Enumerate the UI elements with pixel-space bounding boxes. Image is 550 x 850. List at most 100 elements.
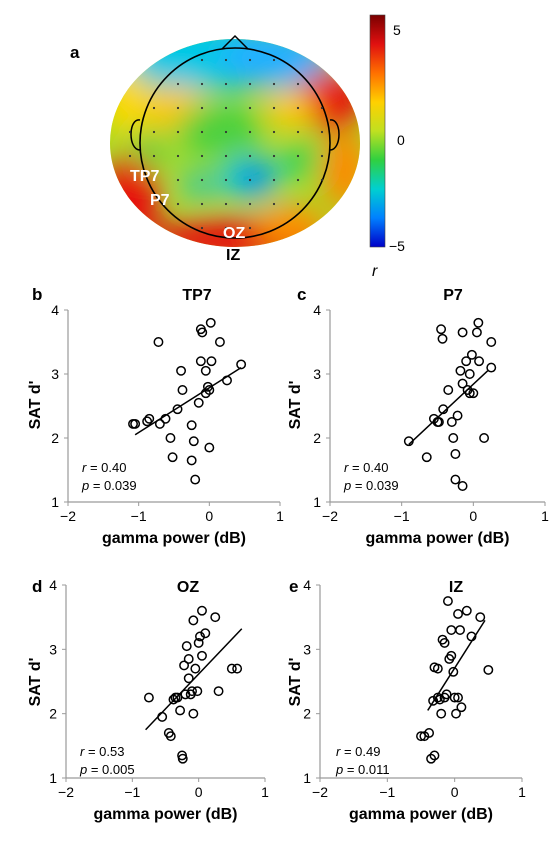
electrode-dot bbox=[248, 202, 252, 206]
x-axis-label: gamma power (dB) bbox=[349, 806, 493, 823]
data-point bbox=[446, 417, 457, 427]
y-axis-label: SAT d' bbox=[27, 381, 44, 430]
electrode-dot bbox=[320, 154, 324, 158]
data-point bbox=[479, 433, 490, 443]
colorbar-bar bbox=[369, 14, 386, 248]
data-point bbox=[204, 442, 215, 453]
data-point bbox=[448, 433, 459, 443]
data-point bbox=[466, 349, 477, 360]
x-tick-label: −2 bbox=[322, 508, 338, 524]
data-point bbox=[464, 388, 475, 399]
stat-p: p = 0.011 bbox=[335, 762, 390, 777]
topomap-scalp: TP7 P7 OZ IZ bbox=[110, 34, 360, 264]
x-tick-label: −2 bbox=[312, 784, 328, 800]
colorbar-tick-zero: 0 bbox=[397, 132, 405, 148]
data-point bbox=[443, 385, 454, 395]
data-point bbox=[160, 413, 171, 424]
y-axis-label: SAT d' bbox=[287, 381, 304, 430]
data-point bbox=[429, 750, 440, 761]
electrode-label-p7: P7 bbox=[150, 192, 170, 209]
x-tick-label: 1 bbox=[276, 508, 284, 524]
stat-r: r = 0.53 bbox=[80, 744, 124, 759]
electrode-dot bbox=[272, 178, 276, 182]
data-point bbox=[167, 452, 178, 463]
panel-label-c: c bbox=[297, 285, 306, 304]
data-point bbox=[403, 436, 414, 447]
electrode-dot bbox=[224, 130, 228, 134]
y-tick-label: 4 bbox=[303, 577, 311, 593]
y-tick-label: 2 bbox=[303, 706, 311, 722]
data-point bbox=[165, 433, 176, 443]
data-point bbox=[452, 410, 463, 421]
data-point bbox=[143, 692, 154, 703]
y-tick-label: 3 bbox=[303, 641, 311, 657]
x-tick-label: −2 bbox=[58, 784, 74, 800]
y-tick-label: 1 bbox=[313, 494, 321, 510]
electrode-dot bbox=[176, 82, 180, 86]
electrode-dot bbox=[248, 58, 252, 62]
electrode-dot bbox=[200, 202, 204, 206]
stat-r: r = 0.49 bbox=[336, 744, 380, 759]
data-point bbox=[424, 728, 435, 738]
electrode-dot bbox=[152, 130, 156, 134]
data-point bbox=[428, 695, 439, 706]
scatter-panels: b TP7 −2 −1 0 1 1 2 3 4 gamma power (dB) SAT d' r = … bbox=[27, 285, 549, 823]
scatter-panel-c: c P7 −2 −1 0 1 1 2 3 4 gamma power (dB) SAT d' r = 0… bbox=[287, 285, 549, 547]
data-point bbox=[190, 474, 201, 485]
x-tick-label: 0 bbox=[469, 508, 477, 524]
electrode-dot bbox=[296, 130, 300, 134]
data-point bbox=[176, 365, 187, 376]
x-axis-label: gamma power (dB) bbox=[102, 530, 246, 547]
data-point bbox=[473, 317, 484, 328]
data-point bbox=[464, 369, 475, 379]
electrode-dot bbox=[272, 82, 276, 86]
electrode-dot bbox=[248, 178, 252, 182]
stat-r: r = 0.40 bbox=[344, 460, 388, 475]
electrode-dot bbox=[248, 130, 252, 134]
data-point bbox=[183, 654, 194, 664]
panel-title: TP7 bbox=[182, 287, 211, 304]
data-point bbox=[453, 609, 463, 619]
electrode-dot bbox=[248, 226, 252, 230]
data-point bbox=[175, 705, 186, 716]
data-point bbox=[436, 324, 447, 335]
data-point bbox=[200, 365, 211, 376]
data-point bbox=[177, 385, 188, 395]
y-tick-label: 3 bbox=[51, 366, 59, 382]
data-point bbox=[165, 731, 176, 742]
right-ear-outline bbox=[329, 119, 340, 151]
data-point bbox=[142, 416, 153, 427]
y-tick-label: 2 bbox=[313, 430, 321, 446]
colorbar-tick-max: 5 bbox=[393, 22, 401, 38]
y-tick-label: 4 bbox=[51, 302, 59, 318]
scatter-panel-e: e IZ −2 −1 0 1 1 2 3 4 gamma power (dB) SAT d' r = 0… bbox=[287, 577, 526, 823]
data-point bbox=[446, 625, 457, 635]
panel-title: P7 bbox=[443, 287, 463, 304]
data-point bbox=[210, 612, 221, 623]
data-point bbox=[457, 481, 468, 491]
data-point bbox=[181, 641, 192, 652]
electrode-dot bbox=[200, 178, 204, 182]
data-point bbox=[192, 686, 203, 697]
data-point bbox=[187, 686, 197, 697]
y-tick-label: 1 bbox=[51, 494, 59, 510]
electrode-dot bbox=[176, 202, 180, 206]
data-point bbox=[197, 650, 207, 661]
electrode-dot bbox=[272, 130, 276, 134]
data-point bbox=[437, 333, 448, 344]
data-point bbox=[451, 708, 461, 719]
data-point bbox=[188, 708, 199, 719]
data-point bbox=[486, 362, 497, 373]
x-tick-label: 0 bbox=[451, 784, 459, 800]
data-point bbox=[188, 436, 199, 447]
data-point bbox=[186, 455, 197, 466]
data-point bbox=[434, 694, 445, 705]
data-point bbox=[197, 605, 207, 616]
data-point bbox=[213, 686, 224, 697]
x-tick-label: −1 bbox=[131, 508, 147, 524]
electrode-dot bbox=[200, 226, 204, 230]
data-point bbox=[455, 625, 466, 635]
data-point bbox=[236, 359, 247, 370]
data-point bbox=[193, 637, 204, 648]
stat-p: p = 0.005 bbox=[79, 762, 135, 777]
